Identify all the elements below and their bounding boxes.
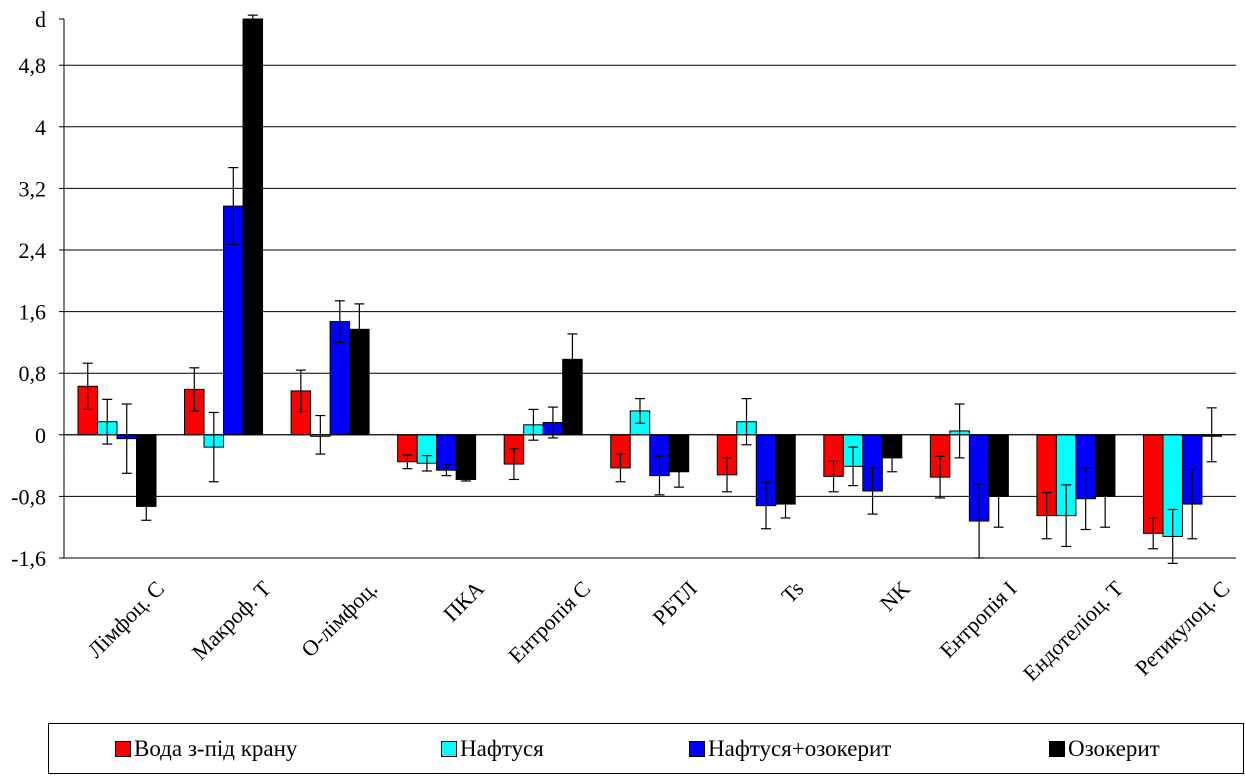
chart-legend: Вода з-під крану Нафтуся Нафтуся+озокери…	[48, 723, 1244, 774]
x-tick-label: РБТЛ	[647, 576, 701, 630]
y-tick-label: 3,2	[19, 176, 47, 201]
y-tick-label: 4	[35, 115, 46, 140]
x-tick-label: Лімфоц. С	[82, 576, 169, 663]
x-tick-label: Ретикулоц. С	[1130, 576, 1235, 681]
x-tick-label: NK	[875, 576, 915, 616]
legend-label: Нафтуся	[460, 735, 544, 761]
y-tick-label: 2,4	[19, 238, 47, 263]
legend-swatch	[1049, 740, 1065, 757]
x-tick-label: Ентропія С	[503, 576, 595, 668]
y-tick-label: 0,8	[19, 361, 47, 386]
y-tick-label: -1,6	[11, 546, 46, 571]
x-tick-label: О-лімфоц.	[296, 576, 382, 662]
legend-item-tap-water: Вода з-під крану	[115, 736, 297, 762]
legend-item-naftusya: Нафтуся	[441, 736, 544, 762]
legend-item-ozokerit: Озокерит	[1049, 736, 1160, 762]
x-tick-label: Ендотеліоц. Т	[1018, 575, 1129, 686]
x-tick-label: Ентропія І	[935, 576, 1022, 663]
x-tick-label: Ts	[776, 576, 808, 608]
bar	[242, 18, 264, 436]
y-axis-label: d	[35, 7, 46, 32]
legend-swatch	[689, 740, 705, 757]
y-tick-label: -0,8	[11, 484, 46, 509]
x-tick-label: ПКА	[438, 576, 489, 627]
legend-label: Вода з-під крану	[134, 735, 298, 761]
bar-chart: 4,8 4 3,2 2,4 1,6 0,8 0 -0,8 -1,6 d Лімфоц. С Макро…	[11, 7, 1236, 686]
y-tick-label: 4,8	[19, 53, 47, 78]
y-tick-label: 0	[35, 423, 46, 448]
y-tick-label: 1,6	[19, 300, 47, 325]
legend-swatch	[115, 740, 131, 757]
bar	[455, 434, 477, 480]
x-tick-label: Макроф. Т	[187, 575, 276, 664]
legend-item-naftusya-ozokerit: Нафтуся+озокерит	[689, 736, 891, 762]
legend-label: Нафтуся+озокерит	[708, 735, 892, 761]
legend-swatch	[441, 740, 457, 757]
legend-label: Озокерит	[1068, 735, 1160, 761]
